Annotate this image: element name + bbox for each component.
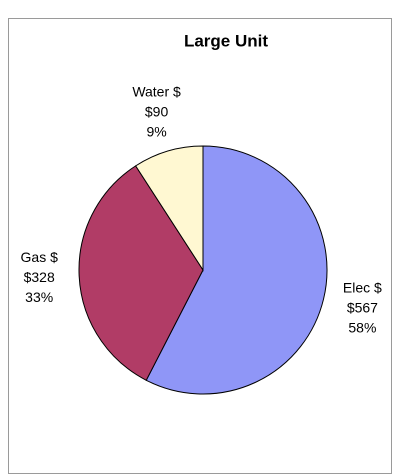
slice-value-label: $328 [24, 269, 55, 285]
slice-value-label: $567 [347, 299, 378, 315]
chart-title: Large Unit [184, 31, 268, 50]
slice-percent-label: 9% [146, 123, 166, 139]
pie-slice [145, 145, 328, 395]
slice-percent-label: 58% [348, 319, 376, 335]
slice-value-label: $90 [145, 103, 169, 119]
pie-slice [134, 145, 204, 272]
slice-category-label: Water $ [132, 83, 181, 99]
slice-category-label: Elec $ [343, 279, 382, 295]
slice-category-label: Gas $ [21, 249, 59, 265]
slice-percent-label: 33% [25, 289, 53, 305]
pie-slice [78, 165, 204, 381]
